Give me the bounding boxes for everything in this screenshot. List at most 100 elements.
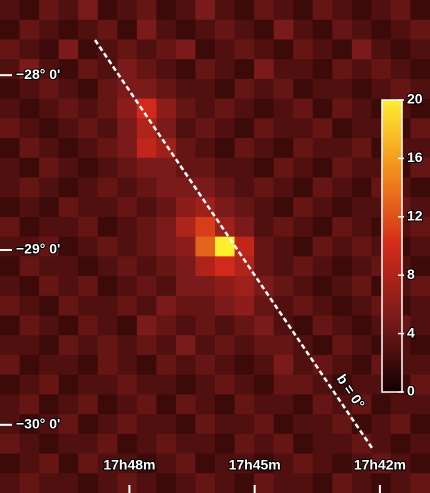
cell — [371, 59, 391, 79]
cell — [20, 454, 40, 474]
cell — [215, 177, 235, 197]
cell — [293, 316, 313, 336]
cell — [137, 355, 157, 375]
cell — [293, 256, 313, 276]
cell — [254, 375, 274, 395]
cell — [39, 39, 59, 59]
cell — [0, 473, 20, 493]
cell — [313, 59, 333, 79]
chart: b = 0° −28° 0'−29° 0'−30° 0'17h48m17h45m… — [0, 0, 430, 493]
cell — [176, 177, 196, 197]
cell — [195, 256, 215, 276]
cell — [215, 118, 235, 138]
cell — [195, 434, 215, 454]
cell — [274, 394, 294, 414]
cell — [391, 20, 411, 40]
cell — [59, 79, 79, 99]
cell — [39, 0, 59, 20]
cell — [20, 355, 40, 375]
cell — [235, 158, 255, 178]
cell — [59, 335, 79, 355]
cell — [98, 177, 118, 197]
cell — [176, 197, 196, 217]
x-tick-label: 17h48m — [103, 457, 155, 473]
cell — [78, 237, 98, 257]
cell — [137, 414, 157, 434]
cell — [293, 158, 313, 178]
cell — [176, 414, 196, 434]
cell — [254, 197, 274, 217]
cell — [215, 434, 235, 454]
cell — [98, 375, 118, 395]
cell — [98, 276, 118, 296]
cell — [254, 158, 274, 178]
colorbar-tick-label: 8 — [407, 266, 415, 282]
cell — [313, 394, 333, 414]
cell — [39, 434, 59, 454]
cell — [39, 118, 59, 138]
cell — [78, 355, 98, 375]
cell — [293, 99, 313, 119]
cell — [176, 296, 196, 316]
cell — [137, 434, 157, 454]
cell — [20, 276, 40, 296]
cell — [254, 138, 274, 158]
cell — [137, 59, 157, 79]
cell — [195, 99, 215, 119]
cell — [391, 39, 411, 59]
cell — [20, 316, 40, 336]
cell — [20, 158, 40, 178]
cell — [137, 197, 157, 217]
cell — [78, 454, 98, 474]
cell — [137, 0, 157, 20]
cell — [215, 39, 235, 59]
cell — [0, 158, 20, 178]
cell — [215, 158, 235, 178]
cell — [117, 256, 137, 276]
cell — [235, 375, 255, 395]
cell — [39, 217, 59, 237]
cell — [352, 79, 372, 99]
cell — [59, 394, 79, 414]
cell — [293, 177, 313, 197]
cell — [215, 99, 235, 119]
cell — [20, 394, 40, 414]
cell — [313, 118, 333, 138]
cell — [39, 99, 59, 119]
cell — [410, 414, 430, 434]
cell — [59, 217, 79, 237]
cell — [137, 256, 157, 276]
cell — [176, 0, 196, 20]
cell — [117, 217, 137, 237]
cell — [156, 79, 176, 99]
cell — [293, 138, 313, 158]
cell — [352, 138, 372, 158]
cell — [352, 256, 372, 276]
cell — [274, 118, 294, 138]
cell — [235, 99, 255, 119]
cell — [195, 473, 215, 493]
cell — [78, 296, 98, 316]
cell — [78, 118, 98, 138]
cell — [39, 177, 59, 197]
cell — [410, 39, 430, 59]
cell — [98, 0, 118, 20]
cell — [156, 59, 176, 79]
cell — [215, 335, 235, 355]
cell — [293, 473, 313, 493]
cell — [117, 237, 137, 257]
cell — [39, 138, 59, 158]
cell — [137, 237, 157, 257]
cell — [137, 138, 157, 158]
cell — [293, 20, 313, 40]
cell — [195, 59, 215, 79]
cell — [195, 316, 215, 336]
cell — [195, 237, 215, 257]
cell — [235, 237, 255, 257]
cell — [176, 217, 196, 237]
cell — [410, 355, 430, 375]
cell — [156, 394, 176, 414]
cell — [215, 197, 235, 217]
cell — [117, 39, 137, 59]
cell — [117, 99, 137, 119]
